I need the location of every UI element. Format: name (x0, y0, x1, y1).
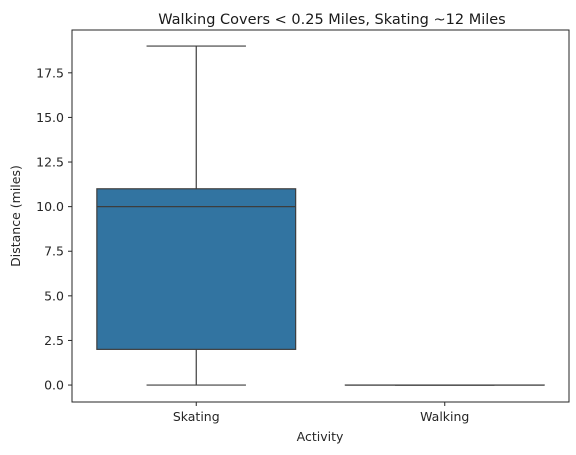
y-tick-label: 0.0 (44, 378, 64, 393)
x-axis: Skating Walking (173, 402, 469, 424)
chart-title: Walking Covers < 0.25 Miles, Skating ~12… (158, 12, 506, 28)
y-tick-label: 12.5 (36, 155, 64, 170)
y-axis-label: Distance (miles) (8, 165, 23, 267)
plot-frame (71, 29, 570, 403)
x-tick-label: Walking (420, 409, 469, 424)
iqr-box (96, 188, 297, 350)
y-tick-label: 2.5 (44, 333, 64, 348)
y-tick-label: 5.0 (44, 288, 64, 303)
x-tick-label: Skating (173, 409, 220, 424)
y-tick-label: 10.0 (36, 199, 64, 214)
y-axis: 0.0 2.5 5.0 7.5 10.0 12.5 15.0 17.5 (36, 65, 72, 393)
y-tick-label: 15.0 (36, 110, 64, 125)
y-tick-label: 7.5 (44, 244, 64, 259)
y-tick-label: 17.5 (36, 65, 64, 80)
box-skating (96, 45, 297, 386)
boxes-group (96, 45, 545, 386)
x-axis-label: Activity (297, 429, 344, 444)
